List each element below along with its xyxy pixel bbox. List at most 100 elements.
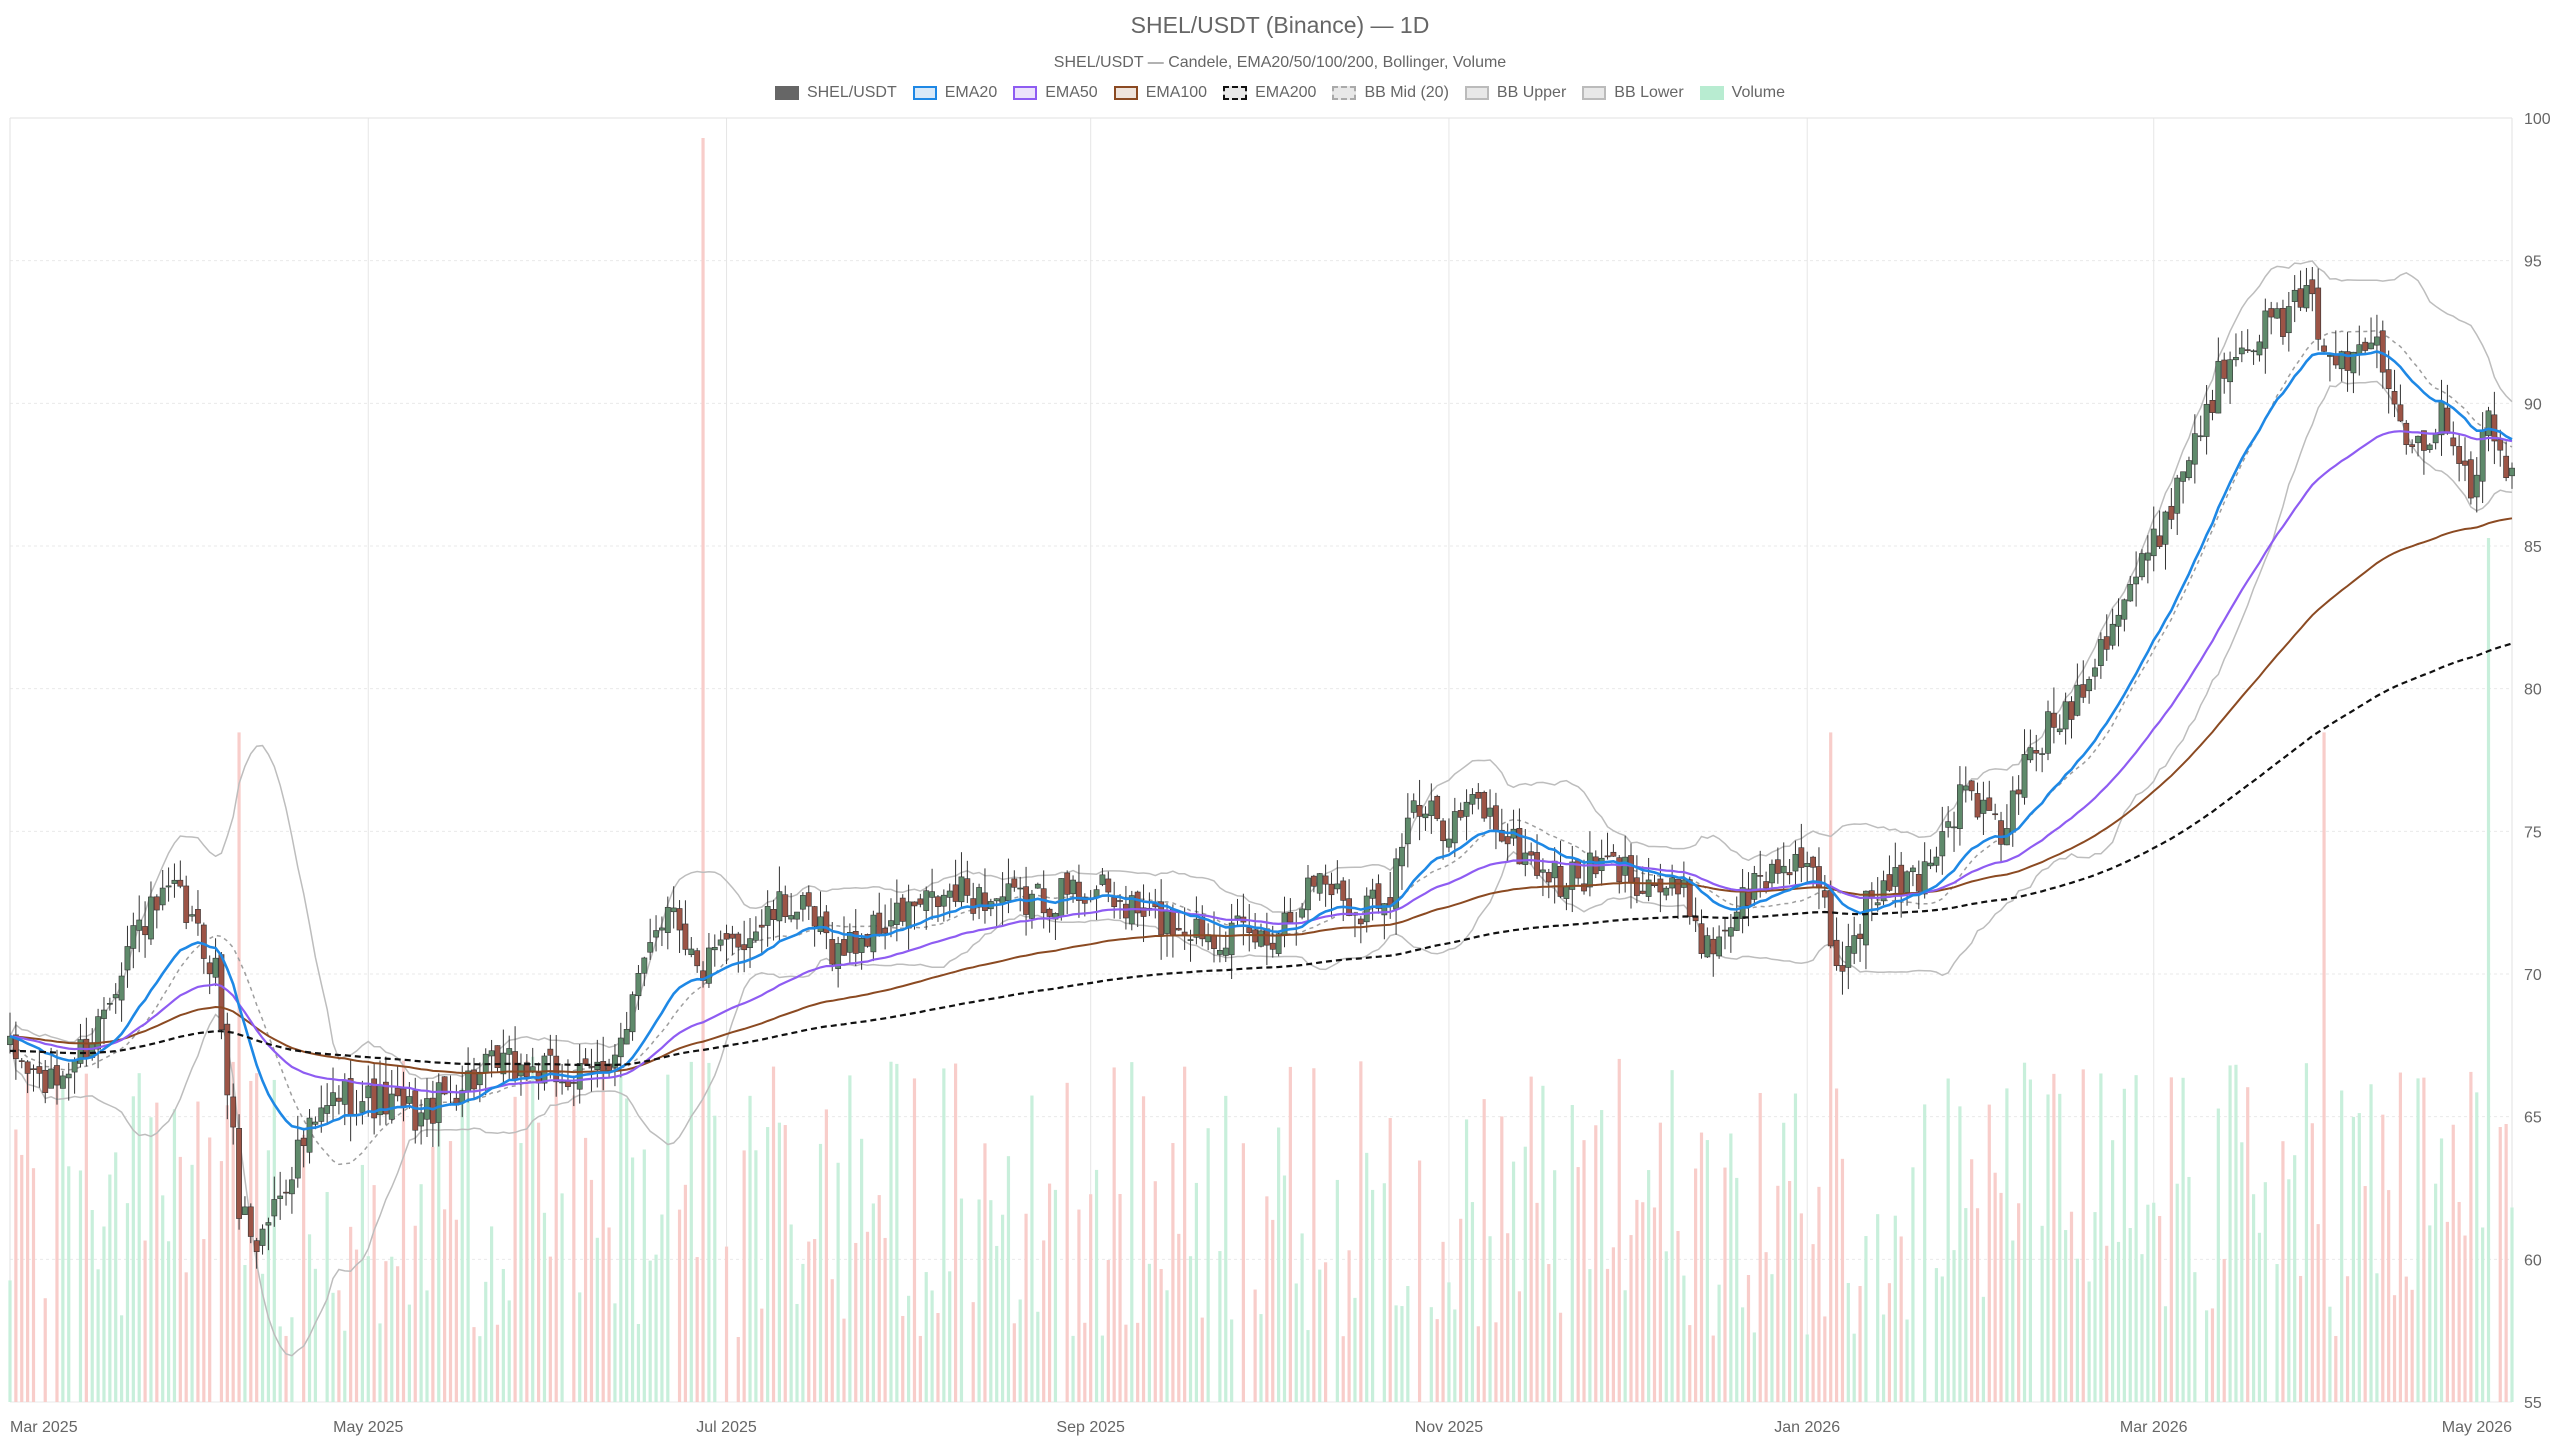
candle — [224, 1012, 231, 1120]
candle — [1105, 871, 1112, 903]
volume-bar — [472, 1327, 476, 1402]
legend-item-ema100[interactable]: EMA100 — [1113, 84, 1207, 102]
candle-body — [2362, 341, 2369, 351]
legend-item-candles[interactable]: SHEL/USDT — [774, 84, 897, 102]
candle — [758, 909, 765, 953]
candle-body — [852, 930, 859, 954]
candle-body — [2262, 310, 2269, 349]
volume-bar — [8, 1280, 12, 1402]
candle-body — [1099, 874, 1106, 885]
candle-body — [882, 927, 889, 934]
candle — [2262, 298, 2269, 374]
candle-body — [1310, 875, 1317, 887]
candle — [1733, 896, 1740, 932]
candle — [711, 934, 718, 967]
candle — [471, 1057, 477, 1101]
candle-body — [2097, 639, 2104, 666]
volume-bar — [1047, 1183, 1052, 1402]
ema50-line — [9, 430, 2513, 1094]
candle — [1111, 881, 1118, 919]
candle — [2103, 614, 2110, 661]
volume-bar — [1053, 1189, 1058, 1402]
candle-body — [2297, 288, 2304, 308]
candle-body — [1639, 890, 1646, 894]
legend-item-bb_lower[interactable]: BB Lower — [1582, 84, 1684, 102]
candle-body — [811, 906, 818, 927]
volume-bar — [407, 1304, 411, 1402]
candle-body — [2221, 359, 2228, 379]
candle-body — [805, 892, 812, 907]
volume-bar — [1435, 1319, 1439, 1402]
volume-bar — [854, 1242, 858, 1402]
volume-bar — [2428, 1225, 2432, 1402]
candle — [2450, 421, 2457, 456]
candle-body — [1769, 863, 1775, 884]
candle-body — [1440, 820, 1446, 842]
candles — [7, 267, 2515, 1269]
candle-body — [1076, 881, 1082, 901]
x-tick-label: Mar 2026 — [2120, 1419, 2188, 1436]
volume-bar — [1970, 1159, 1974, 1402]
legend-label-ema200: EMA200 — [1255, 84, 1317, 101]
legend-item-volume[interactable]: Volume — [1699, 84, 1785, 102]
legend-item-bb_mid[interactable]: BB Mid (20) — [1332, 84, 1449, 102]
volume-bar — [1553, 1170, 1557, 1402]
volume-bar — [1664, 1251, 1668, 1402]
candle-body — [1816, 866, 1822, 889]
volume-bar — [484, 1281, 488, 1402]
candle-body — [271, 1199, 278, 1217]
candle-body — [1810, 856, 1816, 868]
volume-bar — [2481, 1227, 2485, 1402]
volume-bar — [1464, 1119, 1469, 1402]
volume-bar — [1958, 1106, 1962, 1402]
volume-bar — [595, 1237, 599, 1402]
legend-item-ema200[interactable]: EMA200 — [1223, 84, 1316, 102]
volume-bar — [307, 1234, 312, 1402]
candle-body — [512, 1051, 518, 1080]
candle — [1422, 806, 1429, 831]
volume-bar — [1141, 1096, 1146, 1402]
candle — [130, 912, 137, 969]
candle — [1587, 831, 1593, 897]
volume-bar — [1394, 1305, 1398, 1402]
legend-swatch-bb_lower — [1582, 86, 1607, 100]
volume-bar — [460, 1088, 464, 1402]
candle-body — [1070, 879, 1076, 895]
volume-bar — [1817, 1186, 1821, 1402]
volume-bar — [184, 1272, 188, 1402]
candle — [1675, 878, 1681, 919]
legend-item-ema50[interactable]: EMA50 — [1013, 84, 1098, 102]
volume-bar — [1417, 1160, 1422, 1402]
candle-body — [206, 962, 213, 975]
legend-item-ema20[interactable]: EMA20 — [912, 84, 997, 102]
candle-body — [277, 1195, 284, 1199]
candle-body — [2074, 684, 2081, 716]
volume-bar — [1999, 1192, 2003, 1402]
candle — [494, 1045, 501, 1073]
candle — [523, 1054, 530, 1081]
candle — [670, 886, 677, 929]
volume-bar — [1077, 1209, 1081, 1402]
candle-body — [1986, 797, 1993, 811]
volume-bar — [1529, 1076, 1533, 1402]
candle — [518, 1053, 524, 1096]
candle-body — [565, 1081, 571, 1087]
volume-bar — [2052, 1073, 2056, 1402]
volume-bar — [2099, 1073, 2103, 1402]
candle-body — [1581, 883, 1587, 892]
volume-bar — [1018, 1299, 1022, 1402]
candle — [136, 895, 143, 953]
candle — [1821, 875, 1828, 909]
candle-body — [106, 1003, 113, 1005]
candle-body — [1921, 861, 1928, 895]
volume-bar — [2081, 1069, 2085, 1402]
candle — [24, 1060, 31, 1094]
candle-body — [2056, 728, 2063, 733]
candle — [2015, 775, 2022, 815]
volume-bar — [1923, 1104, 1927, 1402]
candle-body — [253, 1240, 260, 1252]
candle-body — [1927, 862, 1934, 867]
candle-body — [2444, 407, 2451, 434]
legend-item-bb_upper[interactable]: BB Upper — [1464, 84, 1566, 102]
y-tick-label: 70 — [2524, 967, 2542, 984]
